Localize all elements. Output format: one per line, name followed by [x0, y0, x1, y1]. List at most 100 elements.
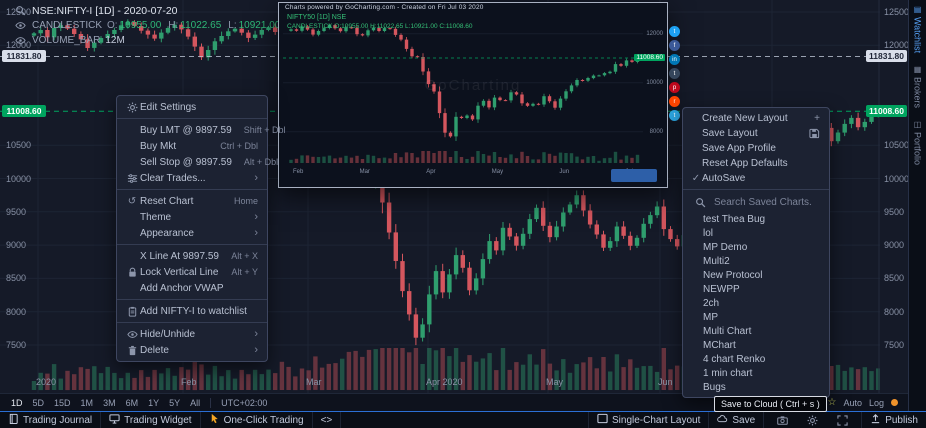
- saved-chart-item[interactable]: MP: [703, 311, 718, 323]
- footer--[interactable]: <>: [313, 412, 342, 428]
- saved-chart-item[interactable]: 4 chart Renko: [703, 353, 766, 365]
- footer-trading-widget[interactable]: Trading Widget: [101, 412, 201, 428]
- volume-legend-row[interactable]: VOLUME_BAR 12M: [14, 33, 335, 48]
- sidebar-tab-portfolio[interactable]: ◫ Portfolio: [913, 120, 923, 165]
- saved-chart-item[interactable]: MP Demo: [703, 241, 748, 253]
- context-menu-item[interactable]: Lock Vertical Line Alt + Y: [117, 264, 267, 280]
- range-button-1d[interactable]: 1D: [11, 397, 23, 408]
- saved-chart-item[interactable]: New Protocol: [703, 269, 763, 281]
- context-menu-item[interactable]: ↺ Reset Chart Home: [117, 193, 267, 209]
- sidebar-tab-watchlist[interactable]: ▤ Watchlist: [913, 5, 923, 53]
- range-button-15d[interactable]: 15D: [54, 397, 71, 408]
- sidebar-tab-label: Watchlist: [912, 17, 923, 54]
- sidebar-tab-brokers[interactable]: ▦ Brokers: [913, 65, 923, 108]
- volume-value: 12M: [105, 35, 125, 46]
- range-button-6m[interactable]: 6M: [125, 397, 139, 408]
- footer-single-chart-layout[interactable]: Single-Chart Layout: [588, 412, 708, 428]
- time-axis-label: Jun: [658, 377, 673, 387]
- context-menu-item[interactable]: Appearance ›: [117, 225, 267, 241]
- range-button-1y[interactable]: 1Y: [148, 397, 160, 408]
- saved-chart-item[interactable]: Bugs: [703, 381, 726, 393]
- menu-item-label: AutoSave: [702, 173, 746, 184]
- footer-save[interactable]: Save: [708, 412, 763, 428]
- watchlist-icon: ▤: [913, 5, 922, 14]
- price-tick-right: 9500: [884, 206, 905, 217]
- tumblr-share-icon[interactable]: t: [669, 68, 680, 79]
- symbol-title-row[interactable]: NSE:NIFTY-I [1D] - 2020-07-20: [14, 3, 335, 18]
- saved-chart-item[interactable]: test Thea Bug: [703, 213, 766, 225]
- footer-one-click-trading[interactable]: One-Click Trading: [201, 412, 313, 428]
- chart-snapshot-preview: Charts powered by GoCharting.com - Creat…: [278, 2, 668, 188]
- layout-menu-item[interactable]: ✓ AutoSave: [683, 171, 829, 186]
- range-button-5y[interactable]: 5Y: [169, 397, 181, 408]
- context-menu-item[interactable]: Delete ›: [117, 342, 267, 358]
- snapshot-price-badge: 11008.60: [634, 53, 665, 61]
- eye-icon[interactable]: [14, 20, 27, 32]
- eye-icon[interactable]: [14, 35, 27, 47]
- context-menu-item[interactable]: Sell Stop @ 9897.59 Alt + Dbl: [117, 154, 278, 170]
- gear-icon: [124, 102, 140, 113]
- cloud-icon: [717, 413, 728, 427]
- context-menu-item[interactable]: Add Anchor VWAP: [117, 280, 267, 296]
- layout-menu-item[interactable]: Save App Profile: [683, 141, 829, 156]
- expand-icon[interactable]: [832, 414, 853, 426]
- scale-auto-toggle[interactable]: Auto: [843, 397, 862, 408]
- saved-chart-item[interactable]: NEWPP: [703, 283, 740, 295]
- menu-item-label: Theme: [140, 211, 172, 223]
- saved-charts-search[interactable]: Search Saved Charts.: [683, 193, 829, 212]
- magnifier-icon: [692, 197, 708, 208]
- pinterest-share-icon[interactable]: p: [669, 82, 680, 93]
- context-menu-item[interactable]: Buy LMT @ 9897.59 Shift + Dbl: [117, 122, 285, 138]
- twitter-share-icon[interactable]: t: [669, 26, 680, 37]
- context-menu-item[interactable]: Buy Mkt Ctrl + Dbl: [117, 138, 267, 154]
- last-price-badge-left: 11008.60: [2, 104, 46, 117]
- context-menu-item[interactable]: X Line At 9897.59 Alt + X: [117, 248, 267, 264]
- snapshot-chart: [283, 23, 655, 163]
- time-axis-label: Mar: [306, 377, 322, 387]
- context-menu-item[interactable]: Hide/Unhide ›: [117, 326, 267, 342]
- menu-item-label: Buy Mkt: [140, 140, 177, 152]
- range-button-3m[interactable]: 3M: [103, 397, 116, 408]
- saved-chart-item[interactable]: Multi2: [703, 255, 730, 267]
- saved-chart-item[interactable]: 1 min chart: [703, 367, 753, 379]
- facebook-share-icon[interactable]: f: [669, 40, 680, 51]
- alert-dot: [891, 399, 898, 406]
- saved-chart-item[interactable]: lol: [703, 227, 714, 239]
- camera-icon[interactable]: [772, 415, 793, 426]
- saved-chart-item[interactable]: 2ch: [703, 297, 720, 309]
- layout-menu-item[interactable]: Save Layout: [683, 126, 829, 141]
- footer-label: One-Click Trading: [223, 414, 304, 426]
- menu-item-label: Reset App Defaults: [702, 158, 788, 169]
- menu-divider: [117, 189, 267, 190]
- timezone-button[interactable]: UTC+02:00: [221, 397, 268, 408]
- footer-publish[interactable]: Publish: [861, 412, 926, 428]
- menu-item-label: Buy LMT @ 9897.59: [140, 124, 232, 136]
- context-menu-item[interactable]: Add NIFTY-I to watchlist: [117, 303, 267, 319]
- snapshot-action-button[interactable]: [611, 169, 657, 182]
- saved-chart-item[interactable]: MChart: [703, 339, 736, 351]
- ohlc-pair: L: 10921.00: [228, 20, 281, 31]
- context-menu-item[interactable]: Edit Settings: [117, 99, 267, 115]
- menu-divider: [117, 244, 267, 245]
- layout-menu-item[interactable]: Reset App Defaults: [683, 156, 829, 171]
- ohlc-pair: H: 11022.65: [168, 20, 222, 31]
- range-button-1m[interactable]: 1M: [80, 397, 94, 408]
- reddit-share-icon[interactable]: r: [669, 96, 680, 107]
- telegram-share-icon[interactable]: t: [669, 110, 680, 121]
- range-button-all[interactable]: All: [190, 397, 201, 408]
- saved-chart-item[interactable]: Multi Chart: [703, 325, 752, 337]
- gear-icon[interactable]: [802, 415, 823, 426]
- search-placeholder: Search Saved Charts.: [714, 197, 812, 208]
- layout-menu-item[interactable]: Create New Layout +: [683, 111, 829, 126]
- range-button-5d[interactable]: 5D: [32, 397, 45, 408]
- scale-log-toggle[interactable]: Log: [868, 397, 884, 408]
- menu-item-label: Save Layout: [702, 128, 758, 139]
- menu-item-label: X Line At 9897.59: [140, 250, 219, 262]
- context-menu-item[interactable]: Clear Trades... ›: [117, 170, 267, 186]
- favorite-star-icon[interactable]: ☆: [827, 397, 837, 408]
- context-menu-item[interactable]: Theme ›: [117, 209, 267, 225]
- linkedin-share-icon[interactable]: in: [669, 54, 680, 65]
- footer-trading-journal[interactable]: Trading Journal: [0, 412, 102, 428]
- menu-item-label: Add NIFTY-I to watchlist: [140, 305, 247, 317]
- symbol-search-icon[interactable]: [14, 5, 27, 17]
